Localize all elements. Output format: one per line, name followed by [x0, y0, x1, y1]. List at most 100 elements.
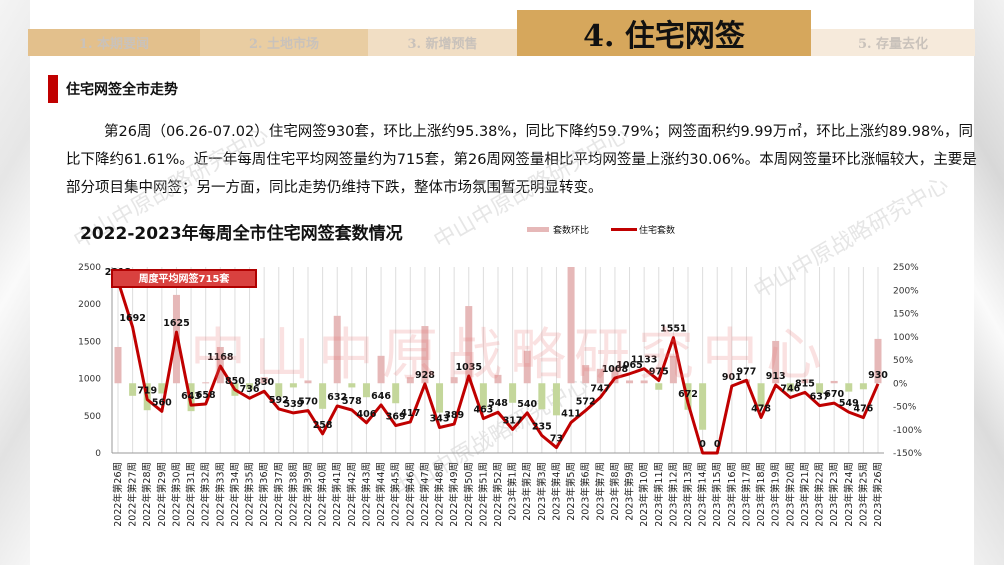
wow-bar	[377, 355, 385, 384]
legend-label-bar: 套数环比	[553, 226, 590, 236]
tab-3[interactable]: 3. 新增预售	[368, 29, 517, 56]
data-label: 901	[722, 372, 742, 383]
x-tick-label: 2023年第10周	[638, 462, 650, 527]
wow-bar	[626, 380, 634, 384]
data-label: 1625	[163, 318, 189, 329]
x-tick-label: 2022年第45周	[390, 462, 402, 527]
data-label: 1133	[631, 355, 657, 366]
data-label: 746	[780, 383, 800, 394]
data-label: 406	[357, 409, 377, 420]
data-label: 592	[269, 395, 289, 406]
data-label: 747	[590, 383, 610, 394]
x-tick-label: 2022年第37周	[273, 462, 285, 527]
x-tick-label: 2022年第26周	[112, 462, 124, 527]
x-tick-label: 2023年第19周	[770, 462, 782, 527]
x-tick-label: 2022年第42周	[346, 462, 358, 527]
data-label: 736	[240, 384, 260, 395]
x-tick-label: 2023年第4周	[550, 462, 562, 521]
wow-bar	[275, 383, 283, 397]
x-tick-label: 2023年第7周	[594, 462, 606, 521]
x-tick-label: 2023年第12周	[667, 462, 679, 527]
tab-2[interactable]: 2. 土地市场	[200, 29, 368, 56]
wow-bar	[611, 366, 619, 384]
data-label: 1551	[660, 324, 686, 335]
data-label: 539	[283, 399, 303, 410]
data-label: 643	[181, 391, 201, 402]
y-right-tick-label: 100%	[893, 333, 919, 343]
x-tick-label: 2023年第22周	[814, 462, 826, 527]
wow-bar	[669, 355, 677, 384]
data-label: 637	[810, 392, 830, 403]
x-tick-label: 2022年第31周	[185, 462, 197, 527]
legend-label-line: 住宅套数	[639, 226, 676, 236]
data-label: 540	[517, 399, 537, 410]
x-tick-label: 2022年第29周	[156, 462, 168, 527]
y-right-tick-label: -100%	[893, 426, 922, 436]
y-left-tick-label: 500	[84, 412, 101, 422]
chart-legend: 套数环比 住宅套数	[527, 223, 675, 236]
data-label: 548	[488, 398, 508, 409]
wow-bar	[640, 380, 648, 384]
wow-bar	[582, 365, 590, 384]
data-label: 1035	[456, 362, 482, 373]
x-tick-label: 2022年第36周	[258, 462, 270, 527]
data-label: 928	[415, 370, 435, 381]
y-left-tick-label: 1500	[78, 337, 101, 347]
x-tick-label: 2023年第6周	[580, 462, 592, 521]
wow-bar	[333, 315, 341, 384]
x-tick-label: 2023年第11周	[653, 462, 665, 527]
y-left-tick-label: 1000	[78, 375, 101, 385]
x-tick-label: 2023年第9周	[624, 462, 636, 521]
x-tick-label: 2022年第27周	[127, 462, 139, 527]
tab-4[interactable]: 4. 住宅网签	[517, 10, 811, 56]
data-label: 1008	[602, 364, 629, 375]
data-label: 343	[430, 413, 450, 424]
x-tick-label: 2022年第51周	[477, 462, 489, 527]
y-right-tick-label: 200%	[893, 286, 919, 296]
x-tick-label: 2022年第48周	[434, 462, 446, 527]
data-label: 478	[751, 403, 771, 414]
data-label: 1692	[119, 313, 145, 324]
data-label: 411	[561, 408, 581, 419]
data-label: 1168	[207, 352, 234, 363]
data-label: 560	[152, 397, 172, 408]
wow-bar	[406, 377, 414, 384]
data-label: 930	[868, 370, 888, 381]
x-tick-label: 2023年第21周	[799, 462, 811, 527]
data-label: 317	[503, 415, 523, 426]
data-label: 369	[386, 412, 406, 423]
y-right-tick-label: 0%	[893, 379, 908, 389]
x-tick-label: 2023年第25周	[857, 462, 869, 527]
wow-bar	[114, 346, 122, 384]
x-tick-label: 2022年第32周	[200, 462, 212, 527]
x-tick-label: 2023年第23周	[828, 462, 840, 527]
data-label: 417	[400, 408, 420, 419]
wow-bar	[202, 382, 210, 384]
legend-swatch-bar	[527, 227, 549, 232]
x-tick-label: 2023年第26周	[872, 462, 884, 527]
wow-bar	[830, 380, 838, 384]
wow-bar	[523, 350, 531, 384]
wow-bar	[859, 383, 867, 390]
wow-bar	[757, 383, 765, 407]
data-label: 719	[137, 386, 157, 397]
data-label: 646	[371, 391, 391, 402]
average-annotation-box	[111, 269, 257, 288]
tab-1[interactable]: 1. 本期要闻	[28, 29, 200, 56]
x-tick-label: 2023年第14周	[697, 462, 709, 527]
x-tick-label: 2023年第24周	[843, 462, 855, 527]
wow-bar	[289, 383, 297, 388]
wow-bar	[421, 326, 429, 384]
average-annotation: 周度平均网签715套	[139, 272, 231, 285]
x-tick-label: 2023年第5周	[565, 462, 577, 521]
data-label: 658	[196, 390, 216, 401]
x-tick-label: 2022年第34周	[229, 462, 241, 527]
y-right-tick-label: 50%	[893, 356, 913, 366]
wow-bar	[362, 383, 370, 398]
data-label: 476	[853, 404, 873, 415]
tab-5[interactable]: 5. 存量去化	[811, 29, 975, 56]
x-tick-label: 2022年第47周	[419, 462, 431, 527]
sales-line	[116, 280, 880, 455]
x-tick-label: 2022年第50周	[463, 462, 475, 527]
wow-bar	[552, 383, 560, 416]
